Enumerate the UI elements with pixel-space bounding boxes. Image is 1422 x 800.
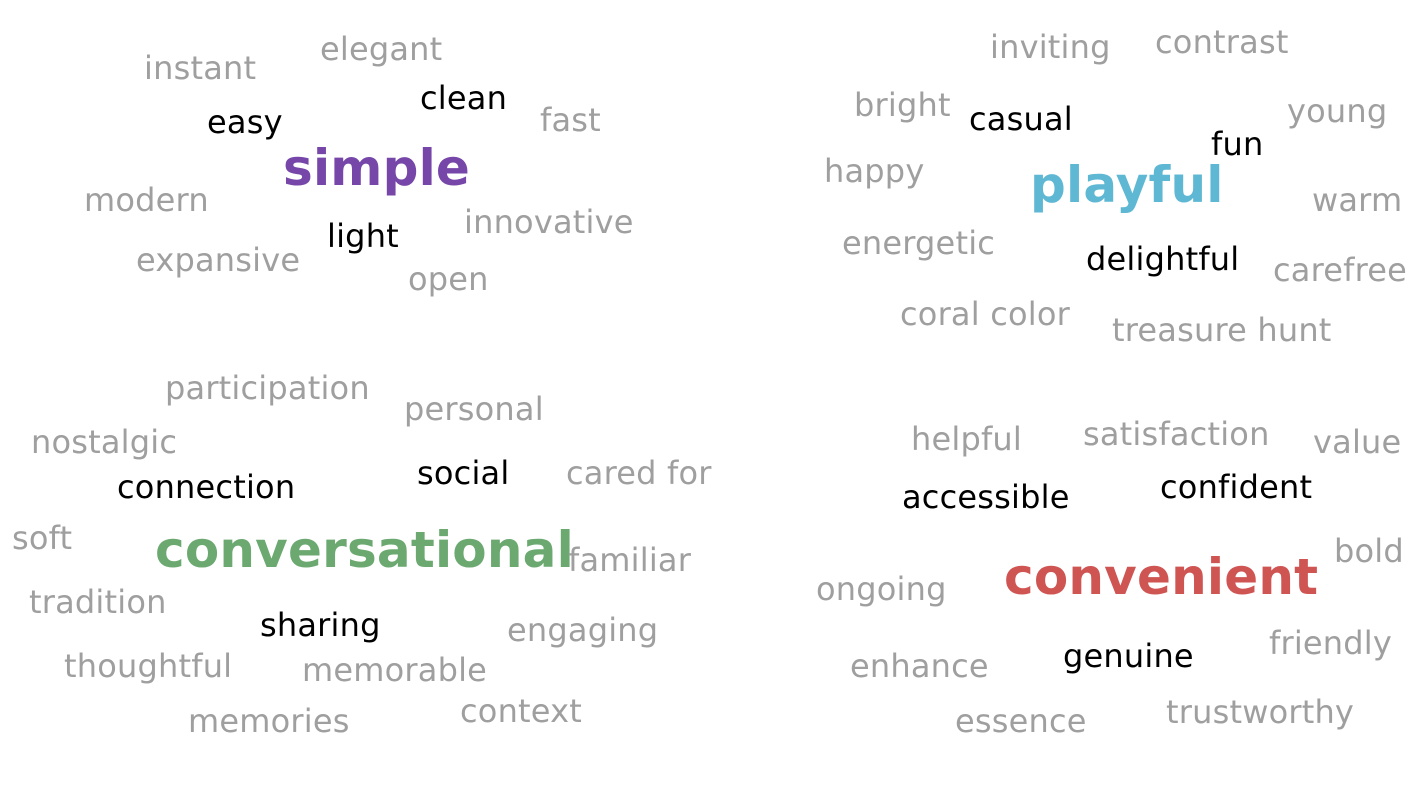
word-accessible: accessible — [902, 478, 1070, 516]
word-light: light — [327, 217, 399, 255]
word-treasure-hunt: treasure hunt — [1112, 311, 1332, 349]
word-bold: bold — [1334, 532, 1404, 570]
word-essence: essence — [955, 702, 1087, 740]
word-familiar: familiar — [568, 541, 692, 579]
word-inviting: inviting — [990, 28, 1111, 66]
word-ongoing: ongoing — [816, 570, 947, 608]
word-satisfaction: satisfaction — [1083, 415, 1270, 453]
word-young: young — [1287, 92, 1388, 130]
word-coral-color: coral color — [900, 295, 1070, 333]
word-instant: instant — [144, 49, 257, 87]
word-enhance: enhance — [850, 647, 989, 685]
word-warm: warm — [1312, 181, 1403, 219]
word-expansive: expansive — [136, 241, 301, 279]
word-easy: easy — [207, 103, 283, 141]
word-nostalgic: nostalgic — [31, 423, 178, 461]
word-bright: bright — [854, 86, 951, 124]
word-engaging: engaging — [507, 611, 659, 649]
word-contrast: contrast — [1155, 23, 1289, 61]
word-genuine: genuine — [1063, 637, 1194, 675]
word-memories: memories — [188, 702, 350, 740]
word-friendly: friendly — [1269, 624, 1393, 662]
main-word-simple: simple — [283, 139, 471, 197]
word-happy: happy — [824, 152, 925, 190]
word-participation: participation — [165, 369, 370, 407]
word-open: open — [408, 260, 489, 298]
main-word-conversational: conversational — [155, 521, 574, 579]
word-tradition: tradition — [29, 583, 167, 621]
word-social: social — [417, 454, 510, 492]
word-trustworthy: trustworthy — [1166, 693, 1355, 731]
word-value: value — [1313, 423, 1402, 461]
word-context: context — [460, 692, 583, 730]
word-thoughtful: thoughtful — [64, 647, 233, 685]
word-personal: personal — [404, 390, 544, 428]
word-fun: fun — [1211, 125, 1264, 163]
word-carefree: carefree — [1273, 251, 1408, 289]
word-connection: connection — [117, 468, 296, 506]
main-word-playful: playful — [1030, 156, 1224, 214]
word-clean: clean — [420, 79, 508, 117]
word-casual: casual — [969, 100, 1073, 138]
word-modern: modern — [84, 181, 209, 219]
word-soft: soft — [12, 519, 73, 557]
word-memorable: memorable — [302, 651, 488, 689]
main-word-convenient: convenient — [1004, 548, 1319, 606]
word-helpful: helpful — [911, 420, 1023, 458]
word-cared-for: cared for — [566, 454, 712, 492]
word-delightful: delightful — [1086, 240, 1240, 278]
word-energetic: energetic — [842, 224, 996, 262]
word-innovative: innovative — [464, 203, 634, 241]
word-sharing: sharing — [260, 606, 381, 644]
word-fast: fast — [540, 101, 601, 139]
word-elegant: elegant — [320, 30, 443, 68]
word-confident: confident — [1160, 468, 1313, 506]
